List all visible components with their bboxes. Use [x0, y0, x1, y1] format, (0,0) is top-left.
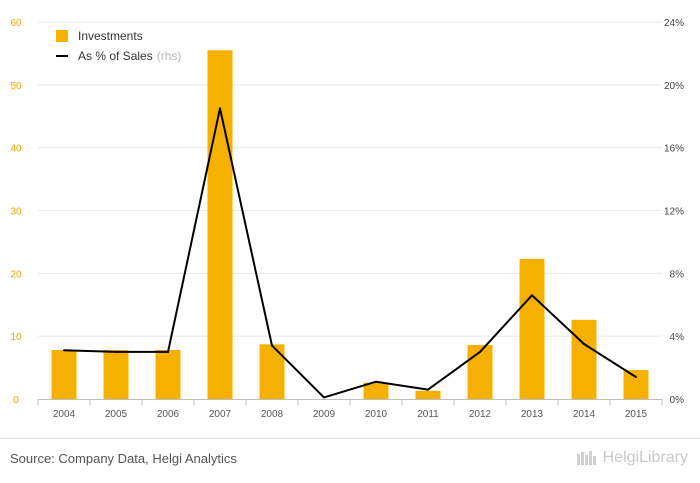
x-axis: 2004 2005 2006 2007 2008 2009 2010 2011 2012 2013…	[37, 399, 663, 420]
source-note: Source: Company Data, Helgi Analytics	[10, 451, 237, 466]
line-point	[219, 107, 221, 110]
left-tick-label: 40	[10, 144, 22, 155]
x-tick-label: 2008	[261, 409, 284, 420]
line-point	[635, 376, 637, 379]
bar	[571, 319, 597, 399]
bar	[415, 390, 441, 399]
x-tick-label: 2013	[521, 409, 544, 420]
right-tick-label: 20%	[664, 81, 684, 92]
legend-item-sales-pct[interactable]: As % of Sales (rhs)	[56, 46, 181, 66]
right-tick-label: 8%	[670, 269, 685, 280]
x-tick-label: 2005	[105, 409, 128, 420]
library-icon	[576, 451, 596, 465]
legend-label-investments: Investments	[78, 29, 143, 43]
legend-label-sales-pct: As % of Sales	[78, 49, 153, 63]
x-tick-label: 2006	[157, 409, 180, 420]
bar	[363, 382, 389, 399]
x-tick-label: 2004	[53, 409, 76, 420]
x-tick-label: 2007	[209, 409, 232, 420]
bar	[51, 349, 77, 399]
left-tick-label: 20	[10, 269, 22, 280]
brand-name: HelgiLibrary	[602, 449, 688, 466]
legend-swatch-investments	[56, 30, 68, 42]
right-tick-label: 4%	[670, 332, 685, 343]
line-point	[63, 349, 65, 352]
sales-pct-line	[63, 107, 637, 399]
legend-item-investments[interactable]: Investments	[56, 26, 181, 46]
x-tick-label: 2010	[365, 409, 388, 420]
line-point	[271, 344, 273, 347]
left-tick-label: 30	[10, 207, 22, 218]
legend: Investments As % of Sales (rhs)	[56, 26, 181, 66]
line-point	[375, 380, 377, 383]
right-axis: 0% 4% 8% 12% 16% 20% 24%	[664, 18, 684, 406]
bar	[623, 370, 649, 399]
right-tick-label: 16%	[664, 144, 684, 155]
line-point	[531, 294, 533, 297]
footer-divider	[0, 438, 700, 439]
left-tick-label: 0	[13, 395, 19, 406]
left-axis: 0 10 20 30 40 50 60	[10, 18, 22, 406]
bar	[259, 344, 285, 399]
line-point	[167, 350, 169, 353]
right-tick-label: 24%	[664, 18, 684, 29]
bar	[155, 349, 181, 399]
line-point	[115, 350, 117, 353]
left-tick-label: 50	[10, 81, 22, 92]
line-point	[323, 396, 325, 399]
right-tick-label: 0%	[670, 395, 685, 406]
right-tick-label: 12%	[664, 207, 684, 218]
x-tick-label: 2011	[417, 409, 439, 420]
bar	[519, 258, 545, 399]
line-series	[63, 107, 637, 399]
bar	[103, 349, 129, 399]
bar	[467, 344, 493, 399]
left-tick-label: 10	[10, 332, 22, 343]
x-tick-label: 2009	[313, 409, 336, 420]
line-point	[427, 388, 429, 391]
legend-swatch-sales-pct	[56, 55, 68, 57]
x-tick-label: 2015	[625, 409, 648, 420]
brand-logo: HelgiLibrary	[576, 449, 688, 467]
line-point	[583, 343, 585, 346]
bar-series	[51, 50, 649, 400]
left-tick-label: 60	[10, 18, 22, 29]
line-point	[479, 350, 481, 353]
gridlines	[38, 21, 662, 337]
bar	[207, 50, 233, 400]
x-tick-label: 2012	[469, 409, 492, 420]
x-tick-label: 2014	[573, 409, 596, 420]
legend-rhs-note: (rhs)	[156, 49, 182, 63]
